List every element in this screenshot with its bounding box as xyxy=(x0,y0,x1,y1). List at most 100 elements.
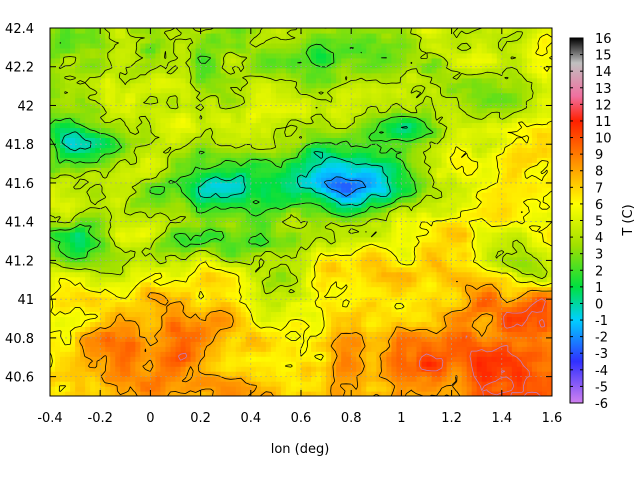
heatmap-cell xyxy=(280,376,287,382)
heatmap-cell xyxy=(195,256,202,263)
heatmap-cell xyxy=(386,187,392,193)
heatmap-cell xyxy=(190,236,197,243)
heatmap-cell xyxy=(80,177,86,183)
heatmap-cell xyxy=(285,381,292,387)
heatmap-cell xyxy=(280,182,287,188)
heatmap-cell xyxy=(205,376,212,382)
heatmap-cell xyxy=(351,311,357,318)
heatmap-cell xyxy=(280,187,287,193)
heatmap-cell xyxy=(346,236,352,243)
heatmap-cell xyxy=(431,202,438,208)
heatmap-cell xyxy=(476,152,483,158)
heatmap-cell xyxy=(506,172,513,178)
heatmap-cell xyxy=(155,286,162,293)
heatmap-cell xyxy=(526,167,533,173)
heatmap-cell xyxy=(396,376,402,382)
heatmap-cell xyxy=(541,212,548,218)
heatmap-cell xyxy=(351,276,357,283)
heatmap-cell xyxy=(215,256,222,263)
heatmap-cell xyxy=(406,331,413,337)
heatmap-cell xyxy=(250,246,257,253)
heatmap-cell xyxy=(290,261,297,268)
heatmap-cell xyxy=(50,167,56,173)
heatmap-cell xyxy=(185,251,192,258)
heatmap-cell xyxy=(280,251,287,258)
heatmap-cell xyxy=(95,251,101,258)
heatmap-cell xyxy=(95,346,101,352)
heatmap-cell xyxy=(250,326,257,332)
heatmap-cell xyxy=(426,341,433,347)
heatmap-cell xyxy=(321,231,327,238)
heatmap-cell xyxy=(496,246,503,253)
heatmap-cell xyxy=(506,261,513,268)
heatmap-cell xyxy=(175,251,182,258)
heatmap-cell xyxy=(70,256,76,263)
heatmap-cell xyxy=(285,202,292,208)
heatmap-cell xyxy=(130,361,136,367)
heatmap-cell xyxy=(306,321,312,327)
heatmap-cell xyxy=(265,162,272,168)
heatmap-cell xyxy=(280,221,287,228)
heatmap-cell xyxy=(295,391,302,396)
heatmap-cell xyxy=(416,226,423,233)
heatmap-cell xyxy=(311,331,317,337)
heatmap-cell xyxy=(290,231,297,238)
heatmap-cell xyxy=(396,276,402,283)
heatmap-cell xyxy=(401,241,408,248)
heatmap-cell xyxy=(501,246,508,253)
heatmap-cell xyxy=(220,152,227,158)
heatmap-cell xyxy=(255,366,262,372)
heatmap-cell xyxy=(396,246,402,253)
heatmap-cell xyxy=(75,167,81,173)
heatmap-cell xyxy=(190,182,197,188)
heatmap-cell xyxy=(225,261,232,268)
heatmap-cell xyxy=(255,361,262,367)
heatmap-cell xyxy=(125,286,131,293)
heatmap-cell xyxy=(205,356,212,362)
heatmap-cell xyxy=(456,251,463,258)
heatmap-cell xyxy=(250,391,257,396)
heatmap-cell xyxy=(70,177,76,183)
heatmap-cell xyxy=(386,266,392,273)
heatmap-cell xyxy=(245,271,252,278)
heatmap-cell xyxy=(140,326,146,332)
heatmap-cell xyxy=(170,177,177,183)
heatmap-cell xyxy=(260,341,267,347)
heatmap-cell xyxy=(135,246,141,253)
heatmap-cell xyxy=(240,147,247,153)
heatmap-cell xyxy=(70,286,76,293)
heatmap-cell xyxy=(401,336,408,342)
heatmap-cell xyxy=(90,316,96,322)
heatmap-cell xyxy=(456,182,463,188)
heatmap-cell xyxy=(165,386,172,392)
heatmap-cell xyxy=(170,316,177,322)
heatmap-cell xyxy=(75,172,81,178)
heatmap-cell xyxy=(376,346,382,352)
heatmap-cell xyxy=(431,346,438,352)
heatmap-cell xyxy=(175,361,182,367)
heatmap-cell xyxy=(356,356,362,362)
heatmap-cell xyxy=(140,376,146,382)
heatmap-cell xyxy=(351,291,357,298)
heatmap-cell xyxy=(416,376,423,382)
heatmap-cell xyxy=(426,286,433,293)
heatmap-cell xyxy=(90,147,96,153)
heatmap-cell xyxy=(155,202,162,208)
heatmap-cell xyxy=(426,202,433,208)
heatmap-cell xyxy=(336,371,342,377)
heatmap-cell xyxy=(85,271,91,278)
heatmap-cell xyxy=(516,336,523,342)
heatmap-cell xyxy=(165,187,172,193)
heatmap-cell xyxy=(366,326,372,332)
heatmap-cell xyxy=(185,386,192,392)
heatmap-cell xyxy=(140,296,146,303)
heatmap-cell xyxy=(396,381,402,387)
heatmap-cell xyxy=(341,172,347,178)
heatmap-cell xyxy=(135,326,141,332)
heatmap-cell xyxy=(230,296,237,303)
heatmap-cell xyxy=(396,187,402,193)
heatmap-cell xyxy=(60,152,66,158)
heatmap-cell xyxy=(225,381,232,387)
heatmap-cell xyxy=(466,152,473,158)
heatmap-cell xyxy=(401,266,408,273)
